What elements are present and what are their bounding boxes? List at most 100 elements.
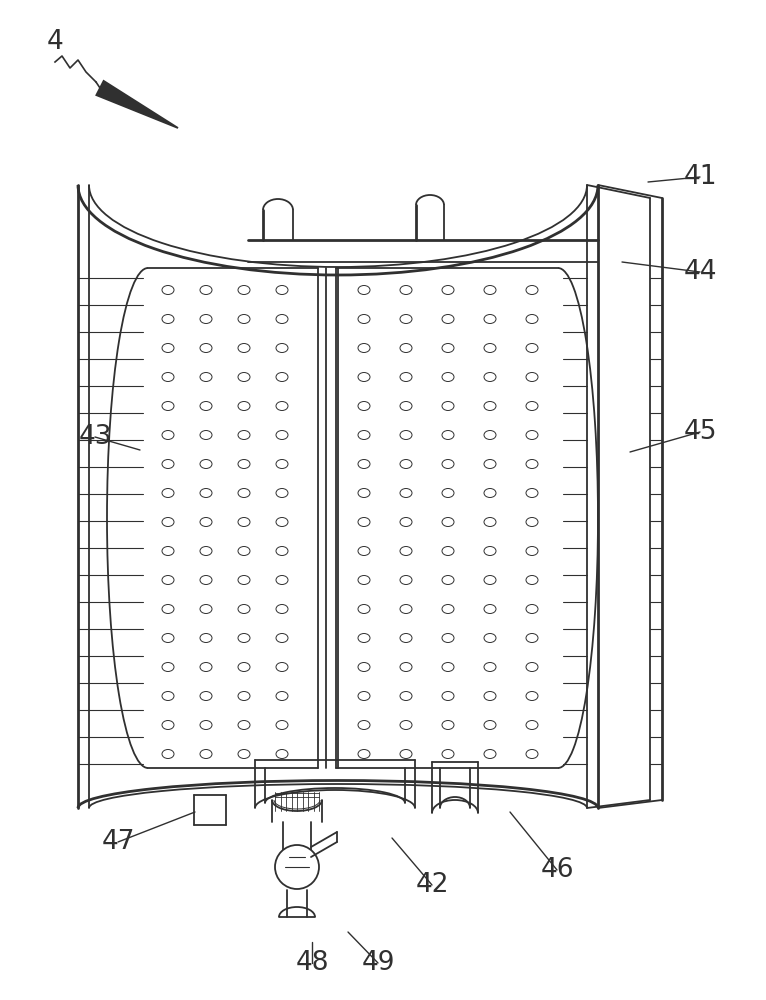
Ellipse shape bbox=[276, 488, 288, 497]
Ellipse shape bbox=[484, 344, 496, 353]
Ellipse shape bbox=[400, 634, 412, 643]
Ellipse shape bbox=[526, 344, 538, 353]
Ellipse shape bbox=[484, 430, 496, 440]
Ellipse shape bbox=[484, 314, 496, 324]
Ellipse shape bbox=[484, 518, 496, 526]
Ellipse shape bbox=[238, 430, 250, 440]
Text: 43: 43 bbox=[78, 424, 112, 450]
Ellipse shape bbox=[484, 576, 496, 584]
Ellipse shape bbox=[162, 286, 174, 294]
Text: 46: 46 bbox=[540, 857, 574, 883]
Ellipse shape bbox=[358, 634, 370, 643]
Text: 48: 48 bbox=[295, 950, 329, 976]
Ellipse shape bbox=[484, 286, 496, 294]
Ellipse shape bbox=[238, 344, 250, 353]
Circle shape bbox=[275, 845, 319, 889]
Ellipse shape bbox=[400, 692, 412, 700]
Ellipse shape bbox=[400, 546, 412, 556]
Ellipse shape bbox=[358, 546, 370, 556]
Ellipse shape bbox=[442, 460, 454, 468]
Ellipse shape bbox=[442, 604, 454, 613]
Text: 41: 41 bbox=[683, 164, 717, 190]
Ellipse shape bbox=[526, 634, 538, 643]
Ellipse shape bbox=[400, 518, 412, 526]
Ellipse shape bbox=[400, 488, 412, 497]
Ellipse shape bbox=[200, 518, 212, 526]
Ellipse shape bbox=[442, 576, 454, 584]
Text: 44: 44 bbox=[683, 259, 717, 285]
Ellipse shape bbox=[162, 546, 174, 556]
Ellipse shape bbox=[358, 518, 370, 526]
Ellipse shape bbox=[526, 576, 538, 584]
Ellipse shape bbox=[484, 604, 496, 613]
Ellipse shape bbox=[162, 372, 174, 381]
Ellipse shape bbox=[276, 662, 288, 672]
Ellipse shape bbox=[162, 314, 174, 324]
Text: 45: 45 bbox=[683, 419, 717, 445]
Ellipse shape bbox=[484, 634, 496, 643]
Ellipse shape bbox=[200, 372, 212, 381]
Ellipse shape bbox=[526, 692, 538, 700]
Ellipse shape bbox=[526, 546, 538, 556]
Ellipse shape bbox=[400, 430, 412, 440]
Ellipse shape bbox=[238, 518, 250, 526]
Ellipse shape bbox=[526, 720, 538, 730]
Ellipse shape bbox=[358, 604, 370, 613]
Ellipse shape bbox=[358, 314, 370, 324]
Ellipse shape bbox=[200, 401, 212, 410]
Ellipse shape bbox=[442, 518, 454, 526]
Ellipse shape bbox=[526, 460, 538, 468]
Ellipse shape bbox=[276, 401, 288, 410]
Ellipse shape bbox=[400, 662, 412, 672]
Ellipse shape bbox=[400, 720, 412, 730]
Ellipse shape bbox=[484, 692, 496, 700]
Ellipse shape bbox=[358, 286, 370, 294]
Ellipse shape bbox=[276, 430, 288, 440]
Ellipse shape bbox=[442, 634, 454, 643]
Ellipse shape bbox=[276, 604, 288, 613]
Ellipse shape bbox=[358, 460, 370, 468]
Ellipse shape bbox=[162, 460, 174, 468]
Ellipse shape bbox=[162, 518, 174, 526]
Ellipse shape bbox=[200, 750, 212, 758]
Ellipse shape bbox=[200, 344, 212, 353]
Ellipse shape bbox=[400, 604, 412, 613]
Ellipse shape bbox=[162, 344, 174, 353]
Ellipse shape bbox=[238, 720, 250, 730]
Ellipse shape bbox=[358, 576, 370, 584]
Text: 49: 49 bbox=[362, 950, 394, 976]
Polygon shape bbox=[97, 81, 178, 128]
Ellipse shape bbox=[200, 692, 212, 700]
Ellipse shape bbox=[400, 286, 412, 294]
Ellipse shape bbox=[400, 372, 412, 381]
Ellipse shape bbox=[442, 314, 454, 324]
Ellipse shape bbox=[162, 604, 174, 613]
Ellipse shape bbox=[526, 314, 538, 324]
Ellipse shape bbox=[162, 430, 174, 440]
Ellipse shape bbox=[526, 662, 538, 672]
Ellipse shape bbox=[162, 720, 174, 730]
Ellipse shape bbox=[162, 634, 174, 643]
Ellipse shape bbox=[442, 662, 454, 672]
Ellipse shape bbox=[526, 488, 538, 497]
Text: 4: 4 bbox=[47, 29, 64, 55]
Ellipse shape bbox=[400, 401, 412, 410]
Ellipse shape bbox=[238, 372, 250, 381]
Ellipse shape bbox=[358, 750, 370, 758]
Ellipse shape bbox=[276, 692, 288, 700]
Ellipse shape bbox=[484, 460, 496, 468]
Text: 47: 47 bbox=[101, 829, 135, 855]
Ellipse shape bbox=[358, 662, 370, 672]
Ellipse shape bbox=[162, 750, 174, 758]
Ellipse shape bbox=[400, 576, 412, 584]
Ellipse shape bbox=[238, 692, 250, 700]
Ellipse shape bbox=[276, 286, 288, 294]
Ellipse shape bbox=[200, 430, 212, 440]
Text: 42: 42 bbox=[415, 872, 449, 898]
Ellipse shape bbox=[238, 401, 250, 410]
Ellipse shape bbox=[526, 372, 538, 381]
Ellipse shape bbox=[200, 576, 212, 584]
Ellipse shape bbox=[526, 518, 538, 526]
Ellipse shape bbox=[238, 460, 250, 468]
Ellipse shape bbox=[526, 604, 538, 613]
